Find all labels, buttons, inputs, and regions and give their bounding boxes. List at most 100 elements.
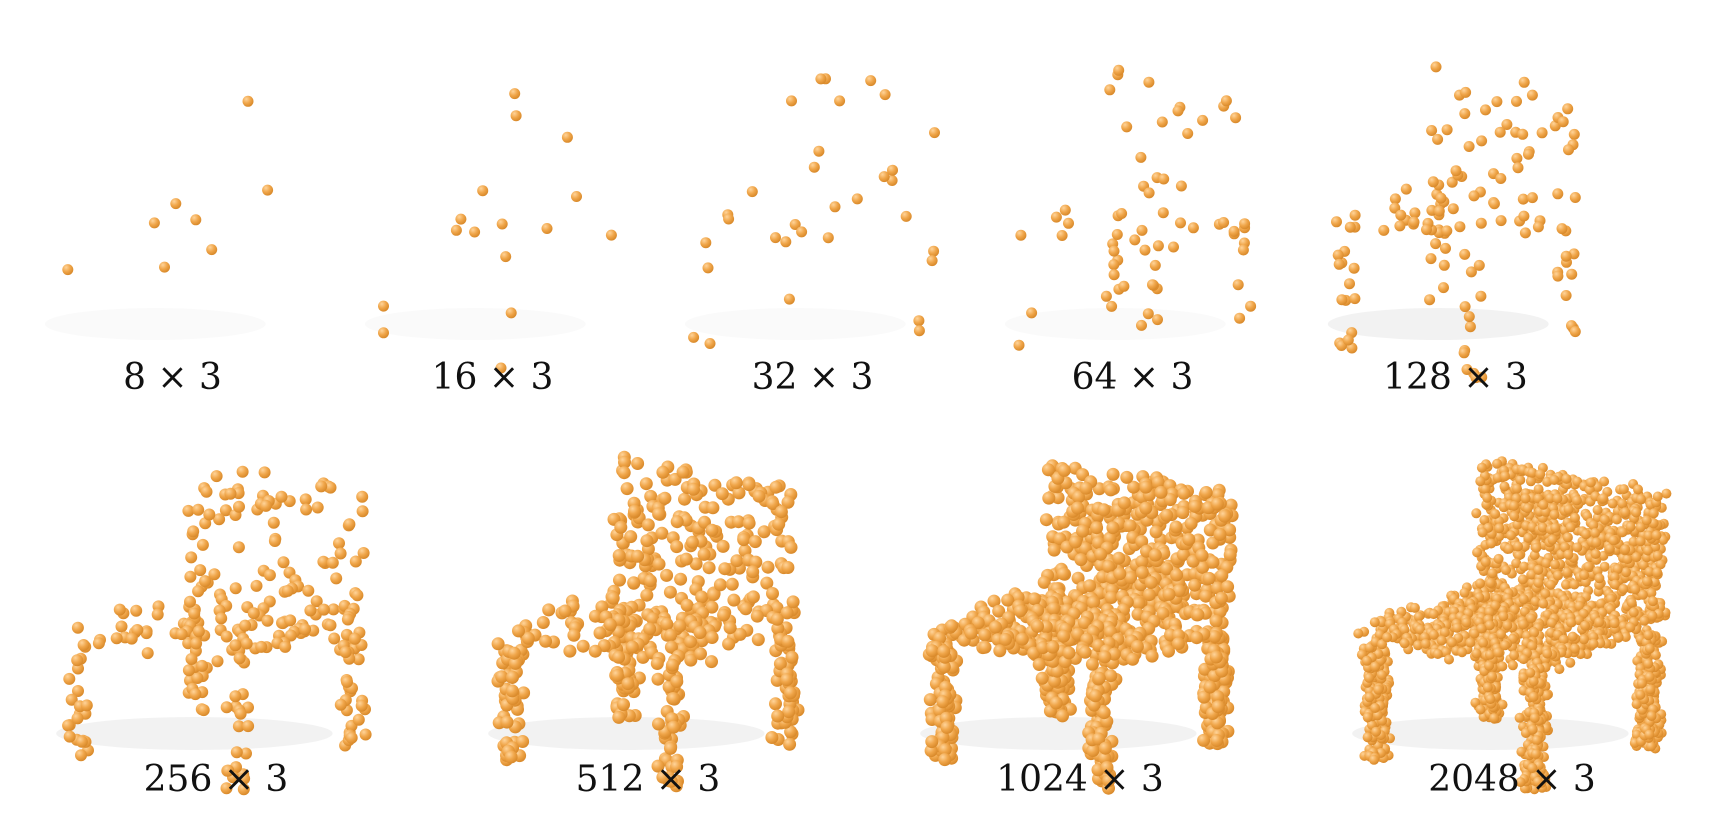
point (1071, 501, 1085, 515)
point (1612, 564, 1623, 575)
point (222, 764, 235, 777)
point (1245, 300, 1257, 312)
point (1430, 61, 1442, 73)
point (660, 568, 674, 582)
point (678, 492, 691, 506)
point (1538, 598, 1549, 609)
point (1104, 84, 1116, 96)
point (263, 569, 276, 582)
point (1494, 126, 1506, 138)
point (1047, 602, 1061, 616)
point (761, 560, 775, 574)
point (674, 572, 688, 586)
point (1537, 522, 1548, 533)
point (1579, 634, 1589, 645)
point (200, 485, 213, 498)
point (140, 627, 153, 640)
point (324, 619, 337, 632)
point (1500, 640, 1510, 651)
point (879, 89, 891, 101)
point (213, 513, 226, 526)
panel-label: 1024 × 3 (996, 759, 1164, 800)
point (784, 540, 798, 554)
point (521, 631, 535, 645)
point (1500, 471, 1510, 482)
point (595, 600, 609, 614)
point (1162, 587, 1176, 601)
point (733, 627, 747, 641)
point (1197, 733, 1211, 747)
point (1057, 463, 1071, 477)
point-cloud-2048 (1352, 456, 1672, 795)
point (1620, 632, 1631, 642)
point (628, 504, 641, 518)
point (1457, 647, 1468, 658)
point (1151, 475, 1165, 489)
point (1098, 741, 1112, 755)
point (1097, 503, 1111, 517)
point (1620, 507, 1631, 518)
point (1526, 89, 1538, 101)
point (304, 604, 317, 617)
point (704, 338, 716, 349)
point (1041, 463, 1055, 477)
point (328, 632, 341, 645)
point (1432, 133, 1444, 145)
point (1013, 604, 1027, 618)
point (705, 600, 719, 614)
point (771, 622, 785, 635)
point (1459, 108, 1471, 120)
point (1476, 462, 1487, 473)
point (1447, 203, 1459, 215)
point (725, 577, 739, 591)
point (1154, 485, 1168, 499)
point (1574, 601, 1585, 611)
point (242, 95, 254, 107)
point (1139, 501, 1153, 515)
point (612, 549, 626, 562)
ground-shadow (685, 308, 906, 340)
point (813, 145, 825, 157)
point (1569, 192, 1581, 203)
point (1147, 279, 1158, 291)
point (170, 198, 182, 210)
point (1430, 238, 1442, 250)
point (1331, 216, 1342, 228)
point (563, 644, 577, 658)
point (1639, 615, 1650, 626)
point (1353, 628, 1364, 639)
point (302, 584, 315, 597)
point (1130, 640, 1144, 653)
point (1428, 609, 1439, 620)
point (940, 720, 954, 734)
point (928, 245, 940, 257)
point (937, 660, 951, 674)
point (770, 612, 784, 626)
point (660, 617, 674, 631)
point (1113, 567, 1127, 581)
point (1617, 527, 1628, 538)
point (1197, 690, 1211, 704)
point (348, 632, 361, 645)
point (742, 516, 756, 530)
point (656, 770, 670, 784)
point (713, 578, 727, 592)
point (621, 677, 635, 691)
point (644, 489, 658, 503)
point (1118, 280, 1130, 292)
point (1625, 622, 1636, 633)
point (1518, 672, 1529, 683)
point (317, 603, 330, 616)
point (1599, 514, 1610, 525)
point (343, 518, 356, 531)
point (1342, 334, 1354, 346)
point (1461, 617, 1472, 628)
point (1652, 567, 1663, 578)
panel-16-points: 16 × 3 (320, 20, 665, 400)
point (1584, 484, 1595, 495)
point (539, 634, 553, 648)
point (1428, 629, 1439, 640)
point (1441, 124, 1453, 136)
point (1647, 596, 1658, 607)
point (1473, 259, 1485, 271)
